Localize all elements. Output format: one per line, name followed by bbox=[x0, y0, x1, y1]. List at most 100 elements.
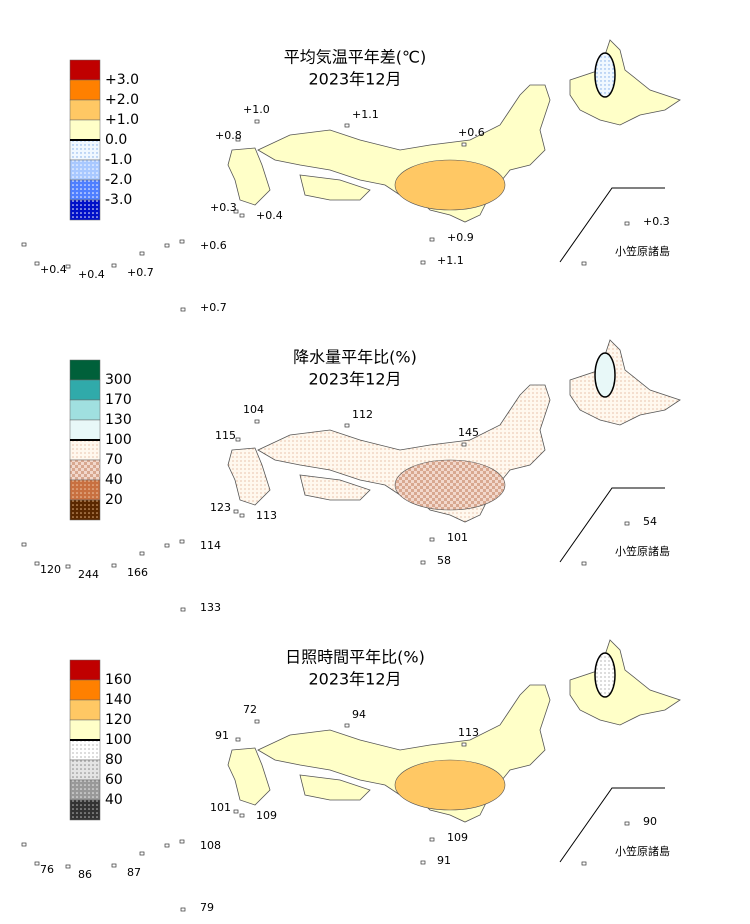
island bbox=[239, 213, 245, 218]
legend-label: 40 bbox=[105, 792, 123, 808]
land-shikoku bbox=[299, 174, 371, 201]
island bbox=[164, 543, 170, 548]
land-kyushu bbox=[227, 447, 271, 506]
land-honshu bbox=[257, 684, 551, 823]
island bbox=[581, 261, 587, 266]
legend-label: 140 bbox=[105, 692, 132, 708]
land-hokkaido bbox=[569, 339, 681, 426]
island bbox=[21, 842, 27, 847]
island bbox=[420, 860, 426, 865]
legend-swatch bbox=[69, 139, 101, 161]
map-title: 降水量平年比(%) bbox=[293, 348, 417, 367]
island-label: 小笠原諸島 bbox=[615, 544, 670, 558]
station-label: 72 bbox=[243, 703, 257, 716]
legend-label: 120 bbox=[105, 712, 132, 728]
station-label: +0.6 bbox=[200, 239, 227, 252]
station-label: 114 bbox=[200, 539, 221, 552]
station-label: 91 bbox=[437, 854, 451, 867]
panel: 降水量平年比(%) 2023年12月 300 170 130 100 70 40 20 104 11… bbox=[21, 339, 681, 614]
station-label: +0.3 bbox=[210, 201, 237, 214]
station-label: 112 bbox=[352, 408, 373, 421]
legend-label: 60 bbox=[105, 772, 123, 788]
legend-swatch bbox=[69, 459, 101, 481]
legend-label: 20 bbox=[105, 492, 123, 508]
island bbox=[233, 509, 239, 514]
station-label: +0.4 bbox=[78, 268, 105, 281]
inset-frame bbox=[559, 187, 665, 263]
legend-label: 70 bbox=[105, 452, 123, 468]
island bbox=[235, 737, 241, 742]
station-label: 54 bbox=[643, 515, 657, 528]
island bbox=[34, 861, 40, 866]
island bbox=[420, 260, 426, 265]
island bbox=[21, 242, 27, 247]
station-label: 166 bbox=[127, 566, 148, 579]
station-label: 94 bbox=[352, 708, 366, 721]
legend-label: 0.0 bbox=[105, 132, 127, 148]
legend-swatch bbox=[69, 479, 101, 501]
island bbox=[581, 561, 587, 566]
station-label: 123 bbox=[210, 501, 231, 514]
island bbox=[429, 237, 435, 242]
legend-swatch bbox=[69, 399, 101, 421]
station-label: +0.4 bbox=[40, 263, 67, 276]
station-label: 109 bbox=[256, 809, 277, 822]
panel: 日照時間平年比(%) 2023年12月 160 140 120 100 80 60 40 72 94… bbox=[21, 639, 681, 914]
station-label: 133 bbox=[200, 601, 221, 614]
legend-label: 130 bbox=[105, 412, 132, 428]
station-label: +0.6 bbox=[458, 126, 485, 139]
station-label: +0.8 bbox=[215, 129, 242, 142]
land-hokkaido bbox=[569, 39, 681, 126]
station-label: 76 bbox=[40, 863, 54, 876]
anomaly-area bbox=[594, 652, 616, 698]
island bbox=[461, 142, 467, 147]
anomaly-area bbox=[594, 52, 616, 98]
island bbox=[111, 863, 117, 868]
legend-swatch bbox=[69, 779, 101, 801]
island bbox=[461, 442, 467, 447]
legend-label: 80 bbox=[105, 752, 123, 768]
station-label: 115 bbox=[215, 429, 236, 442]
island bbox=[581, 861, 587, 866]
map-subtitle: 2023年12月 bbox=[308, 70, 401, 89]
station-label: 87 bbox=[127, 866, 141, 879]
island bbox=[164, 843, 170, 848]
island bbox=[344, 423, 350, 428]
island bbox=[179, 239, 185, 244]
legend-swatch bbox=[69, 719, 101, 741]
island bbox=[111, 263, 117, 268]
land-shikoku bbox=[299, 774, 371, 801]
station-label: 113 bbox=[458, 726, 479, 739]
island bbox=[624, 221, 630, 226]
island bbox=[461, 742, 467, 747]
station-label: 91 bbox=[215, 729, 229, 742]
island bbox=[179, 839, 185, 844]
legend-swatch bbox=[69, 439, 101, 461]
legend-label: +3.0 bbox=[105, 72, 139, 88]
island bbox=[624, 521, 630, 526]
station-label: +0.7 bbox=[127, 266, 154, 279]
legend-swatch bbox=[69, 79, 101, 101]
island bbox=[344, 723, 350, 728]
island bbox=[139, 551, 145, 556]
station-label: 101 bbox=[447, 531, 468, 544]
legend-swatch bbox=[69, 419, 101, 441]
legend-swatch bbox=[69, 739, 101, 761]
island bbox=[239, 813, 245, 818]
legend-swatch bbox=[69, 199, 101, 221]
station-label: +0.4 bbox=[256, 209, 283, 222]
island bbox=[233, 209, 239, 214]
legend-label: +2.0 bbox=[105, 92, 139, 108]
land-honshu bbox=[257, 384, 551, 523]
legend-label: -1.0 bbox=[105, 152, 132, 168]
island bbox=[34, 261, 40, 266]
legend-label: 170 bbox=[105, 392, 132, 408]
island bbox=[180, 907, 186, 912]
map-subtitle: 2023年12月 bbox=[308, 670, 401, 689]
map-title: 平均気温平年差(℃) bbox=[284, 48, 426, 67]
island bbox=[139, 851, 145, 856]
station-label: 109 bbox=[447, 831, 468, 844]
legend-swatch bbox=[69, 659, 101, 681]
legend-label: 40 bbox=[105, 472, 123, 488]
